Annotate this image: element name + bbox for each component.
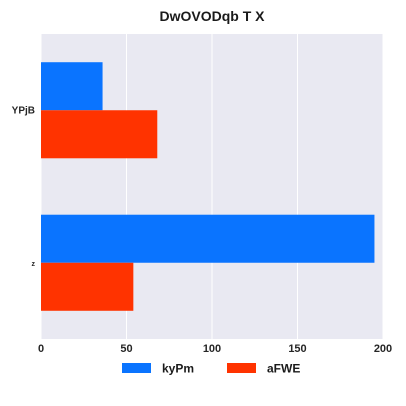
legend-label-afwe: aFWE	[267, 362, 300, 376]
legend-item-afwe: aFWE	[227, 362, 300, 376]
y-category-label-ypjb: YPjB	[12, 105, 35, 116]
bar-afwe-ypjb	[41, 110, 158, 159]
y-category-label-z: z	[32, 261, 36, 268]
legend-item-kypm: kyPm	[122, 362, 194, 376]
x-tick-label-100: 100	[203, 343, 221, 355]
bar-kypm-z	[41, 214, 375, 263]
x-tick-label-0: 0	[38, 343, 44, 355]
legend-swatch-kypm	[122, 363, 151, 373]
x-tick-label-150: 150	[288, 343, 306, 355]
bars	[41, 62, 375, 311]
x-tick-label-200: 200	[374, 343, 392, 355]
x-tick-label-50: 50	[120, 343, 132, 355]
x-axis-ticks: 0 50 100 150 200	[38, 343, 392, 355]
bar-afwe-z	[41, 262, 134, 311]
y-axis-categories: YPjB z	[12, 105, 36, 268]
legend: kyPm aFWE	[122, 362, 300, 376]
legend-swatch-afwe	[227, 363, 256, 373]
bar-kypm-ypjb	[41, 62, 103, 111]
legend-label-kypm: kyPm	[162, 362, 194, 376]
chart-title: DwOVODqb T X	[160, 8, 266, 24]
